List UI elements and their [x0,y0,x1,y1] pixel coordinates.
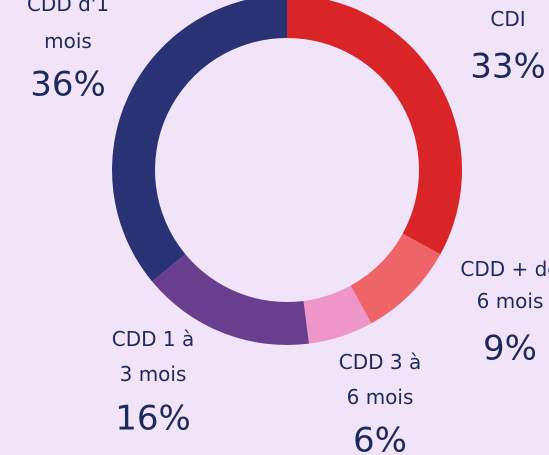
label-line: CDD d'1 [27,0,109,16]
donut-segment [111,0,287,282]
segment-value: 33% [470,47,546,87]
segment-value: 36% [30,65,106,105]
segment-value: 6% [353,421,407,455]
label-line: 6 mois [477,289,544,313]
segment-label: CDD + de 6 mois [460,257,549,313]
segment-value: 9% [483,329,537,369]
donut-segment [303,285,372,344]
label-line: CDD 1 à [112,327,194,351]
segment-value: 16% [115,399,191,439]
label-line: CDD 3 à [339,350,421,374]
label-line: CDD + de [460,257,549,281]
label-line: mois [44,29,92,53]
donut-segment [350,233,441,324]
label-line: 3 mois [120,362,187,386]
donut-segment [287,0,463,255]
segment-label: CDI [490,7,525,31]
segment-label: CDD d'1 mois [27,0,109,53]
segment-label: CDD 3 à 6 mois [339,350,421,409]
donut-segment [152,254,309,345]
label-line: 6 mois [347,385,414,409]
label-line: CDI [490,7,525,31]
segment-label: CDD 1 à 3 mois [112,327,194,386]
